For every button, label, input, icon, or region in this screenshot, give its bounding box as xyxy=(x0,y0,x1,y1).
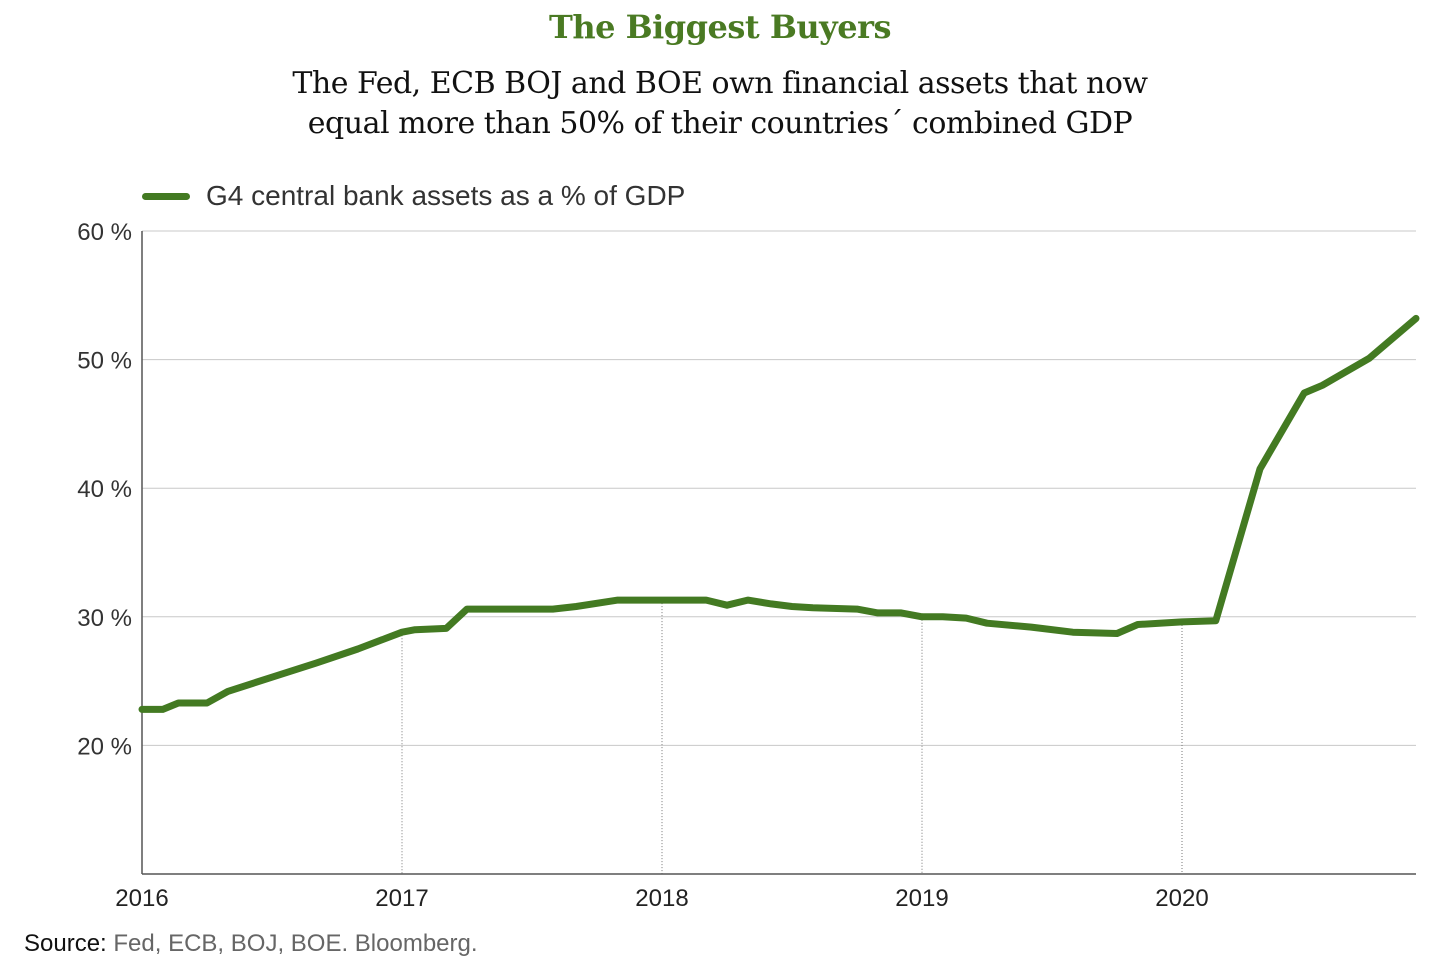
y-tick-label: 30 % xyxy=(77,605,132,632)
x-tick-label: 2019 xyxy=(895,885,948,912)
y-tick-label: 40 % xyxy=(77,476,132,503)
x-tick-label: 2020 xyxy=(1155,885,1208,912)
x-tick-label: 2018 xyxy=(635,885,688,912)
series-line xyxy=(138,314,1420,713)
y-tick-label: 50 % xyxy=(77,348,132,375)
y-tick-label: 20 % xyxy=(77,733,132,760)
grid-layer xyxy=(142,230,1416,874)
source-text: Fed, ECB, BOJ, BOE. Bloomberg. xyxy=(113,930,478,957)
series-layer xyxy=(138,314,1420,713)
x-tick-label: 2017 xyxy=(375,885,428,912)
chart-title: The Biggest Buyers xyxy=(549,8,891,46)
y-tick-label: 60 % xyxy=(77,219,132,246)
subtitle-line-2: equal more than 50% of their countries´ … xyxy=(307,106,1133,141)
axis-layer xyxy=(141,231,1416,875)
source-label: Source: xyxy=(24,930,107,957)
subtitle-line-1: The Fed, ECB BOJ and BOE own financial a… xyxy=(292,66,1148,101)
label-layer: 20 % 30 % 40 % 50 % 60 % 2016 2017 2018 2019 2020 xyxy=(77,219,1208,912)
x-tick-label: 2016 xyxy=(115,885,168,912)
legend-swatch xyxy=(142,192,190,200)
legend-label: G4 central bank assets as a % of GDP xyxy=(206,180,686,211)
source-note: Source: Fed, ECB, BOJ, BOE. Bloomberg. xyxy=(24,930,478,958)
chart-subtitle: The Fed, ECB BOJ and BOE own financial a… xyxy=(0,64,1440,144)
chart-legend: G4 central bank assets as a % of GDP xyxy=(142,178,685,214)
